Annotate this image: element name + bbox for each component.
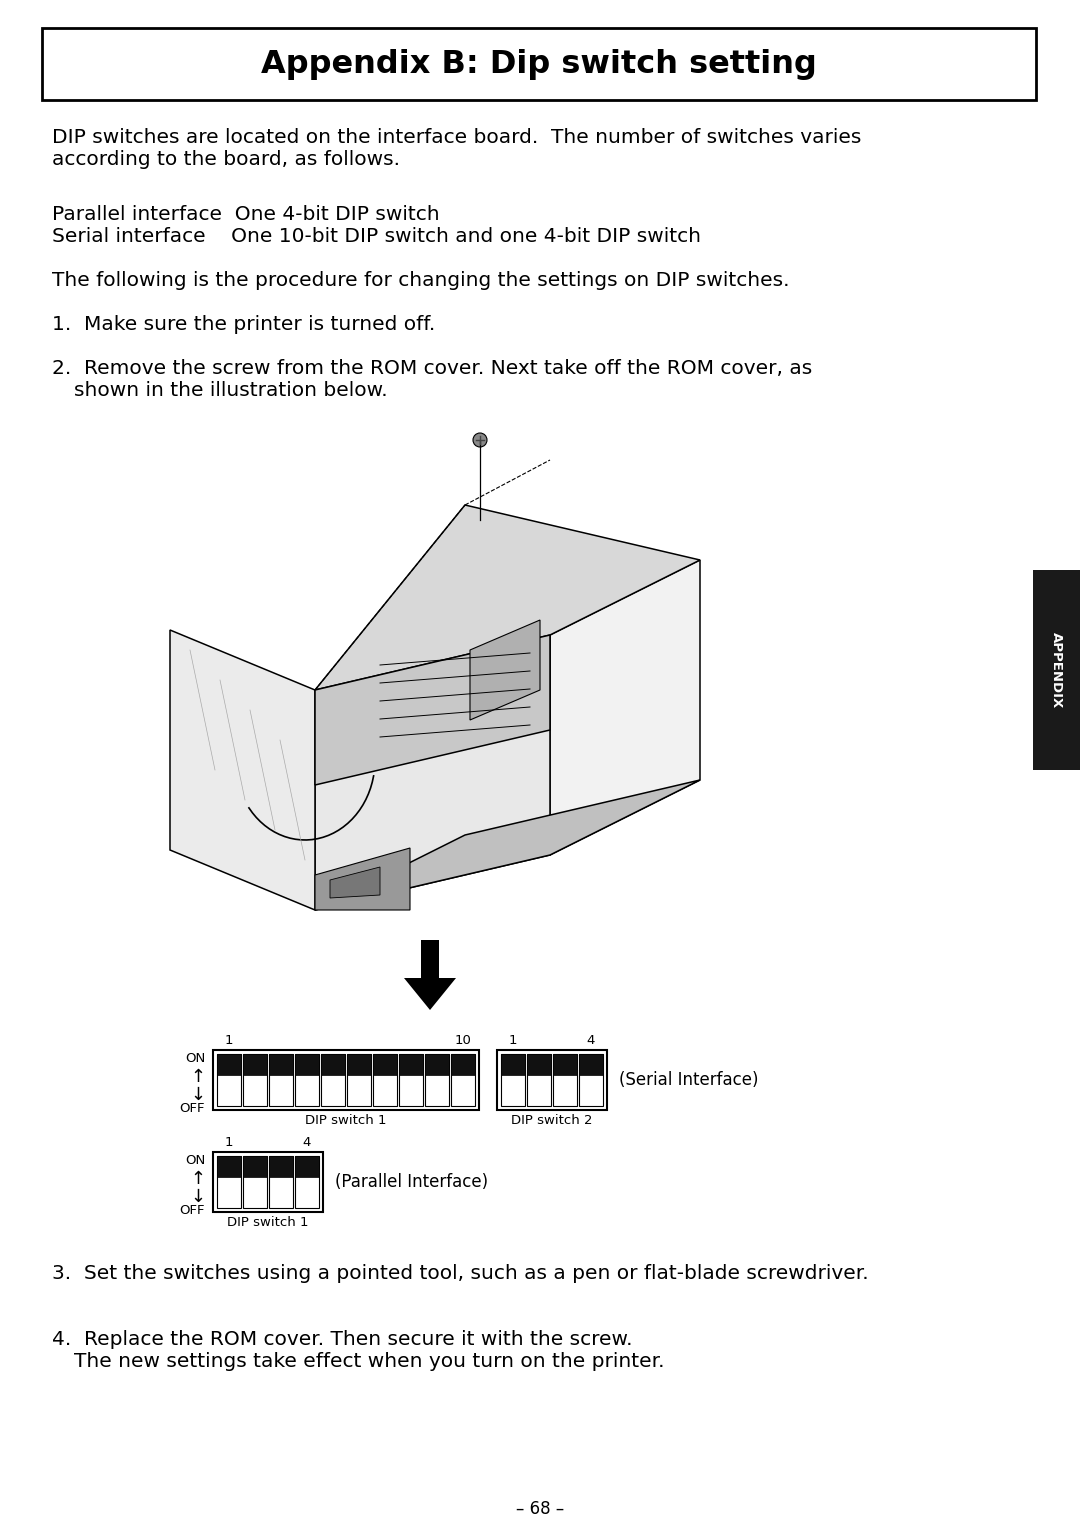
Text: (Parallel Interface): (Parallel Interface)	[335, 1173, 488, 1191]
Bar	[451, 1055, 475, 1075]
Polygon shape	[170, 630, 315, 911]
Text: according to the board, as follows.: according to the board, as follows.	[52, 150, 400, 169]
Text: – 68 –: – 68 –	[516, 1499, 564, 1518]
Bar	[1032, 570, 1080, 770]
Bar	[269, 1156, 293, 1177]
Bar	[451, 1055, 475, 1105]
Text: The following is the procedure for changing the settings on DIP switches.: The following is the procedure for chang…	[52, 271, 789, 290]
Text: 2.  Remove the screw from the ROM cover. Next take off the ROM cover, as: 2. Remove the screw from the ROM cover. …	[52, 359, 812, 379]
Bar	[579, 1055, 603, 1075]
Text: OFF: OFF	[179, 1203, 205, 1217]
Polygon shape	[404, 978, 456, 1010]
Bar	[217, 1156, 241, 1177]
Bar	[321, 1055, 345, 1075]
Text: ON: ON	[185, 1154, 205, 1167]
Bar	[399, 1055, 423, 1075]
Bar	[269, 1156, 293, 1208]
Bar	[243, 1055, 267, 1075]
Bar	[501, 1055, 525, 1075]
Bar	[269, 1055, 293, 1105]
Text: DIP switch 1: DIP switch 1	[306, 1114, 387, 1127]
Text: DIP switch 1: DIP switch 1	[227, 1216, 309, 1229]
Bar	[553, 1055, 577, 1105]
Text: 4.  Replace the ROM cover. Then secure it with the screw.: 4. Replace the ROM cover. Then secure it…	[52, 1331, 633, 1349]
Bar	[243, 1156, 267, 1177]
Polygon shape	[550, 560, 700, 855]
Bar	[373, 1055, 397, 1075]
Text: ON: ON	[185, 1052, 205, 1065]
Bar	[553, 1055, 577, 1075]
Bar	[347, 1055, 372, 1105]
Bar	[213, 1151, 323, 1213]
Text: Appendix B: Dip switch setting: Appendix B: Dip switch setting	[261, 49, 816, 80]
Bar	[295, 1055, 319, 1105]
Text: The new settings take effect when you turn on the printer.: The new settings take effect when you tu…	[75, 1352, 664, 1371]
Text: ↑: ↑	[190, 1069, 205, 1085]
Polygon shape	[330, 868, 380, 898]
Text: Serial interface    One 10-bit DIP switch and one 4-bit DIP switch: Serial interface One 10-bit DIP switch a…	[52, 227, 701, 245]
Bar	[347, 1055, 372, 1075]
Bar	[527, 1055, 551, 1105]
Bar	[295, 1055, 319, 1075]
Text: OFF: OFF	[179, 1102, 205, 1114]
Text: Parallel interface  One 4-bit DIP switch: Parallel interface One 4-bit DIP switch	[52, 205, 440, 224]
Text: 1.  Make sure the printer is turned off.: 1. Make sure the printer is turned off.	[52, 314, 435, 334]
Circle shape	[473, 432, 487, 448]
Bar	[399, 1055, 423, 1105]
Text: (Serial Interface): (Serial Interface)	[619, 1072, 758, 1088]
Bar	[579, 1055, 603, 1105]
Bar	[42, 28, 1036, 100]
Bar	[421, 940, 438, 978]
Text: 4: 4	[302, 1136, 311, 1150]
Bar	[426, 1055, 449, 1075]
Text: DIP switches are located on the interface board.  The number of switches varies: DIP switches are located on the interfac…	[52, 127, 862, 147]
Bar	[213, 1050, 480, 1110]
Bar	[243, 1055, 267, 1105]
Bar	[295, 1156, 319, 1208]
Text: ↑: ↑	[190, 1170, 205, 1188]
Bar	[295, 1156, 319, 1177]
Text: 3.  Set the switches using a pointed tool, such as a pen or flat-blade screwdriv: 3. Set the switches using a pointed tool…	[52, 1265, 868, 1283]
Bar	[321, 1055, 345, 1105]
Polygon shape	[315, 780, 700, 911]
Bar	[217, 1055, 241, 1105]
Polygon shape	[315, 635, 550, 911]
Bar	[373, 1055, 397, 1105]
Text: shown in the illustration below.: shown in the illustration below.	[75, 382, 388, 400]
Text: 1: 1	[225, 1033, 233, 1047]
Bar	[217, 1156, 241, 1208]
Polygon shape	[315, 504, 700, 690]
Text: 10: 10	[455, 1033, 472, 1047]
Bar	[497, 1050, 607, 1110]
Text: 1: 1	[225, 1136, 233, 1150]
Text: APPENDIX: APPENDIX	[1050, 632, 1063, 708]
Polygon shape	[470, 619, 540, 721]
Bar	[501, 1055, 525, 1105]
Bar	[426, 1055, 449, 1105]
Text: 1: 1	[509, 1033, 517, 1047]
Text: ↓: ↓	[190, 1188, 205, 1206]
Bar	[269, 1055, 293, 1075]
Polygon shape	[315, 848, 410, 911]
Bar	[217, 1055, 241, 1075]
Bar	[527, 1055, 551, 1075]
Text: ↓: ↓	[190, 1085, 205, 1104]
Text: DIP switch 2: DIP switch 2	[511, 1114, 593, 1127]
Text: 4: 4	[586, 1033, 595, 1047]
Polygon shape	[315, 635, 550, 785]
Bar	[243, 1156, 267, 1208]
